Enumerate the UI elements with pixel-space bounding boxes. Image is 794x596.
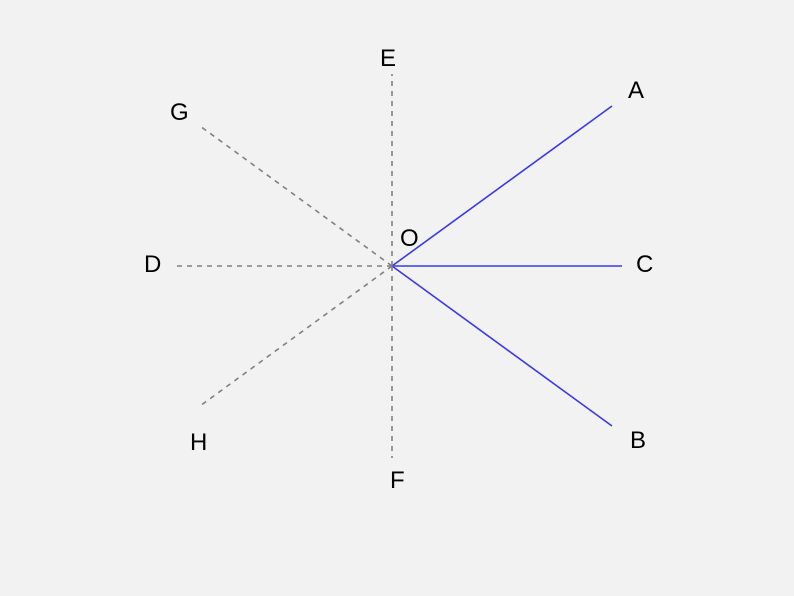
label-C: C xyxy=(636,251,653,278)
ray-OA xyxy=(392,106,612,266)
label-H: H xyxy=(190,429,207,456)
rays-group xyxy=(177,74,622,458)
label-O: O xyxy=(400,225,419,252)
ray-OB xyxy=(392,266,612,426)
label-E: E xyxy=(380,45,396,72)
labels-group: O A B C D E F G H xyxy=(144,45,653,494)
ray-OG xyxy=(200,126,392,266)
ray-OH xyxy=(200,266,392,406)
label-A: A xyxy=(628,77,644,104)
ray-diagram: O A B C D E F G H xyxy=(0,0,794,596)
label-G: G xyxy=(170,99,189,126)
label-B: B xyxy=(630,427,646,454)
label-F: F xyxy=(390,467,405,494)
label-D: D xyxy=(144,251,161,278)
